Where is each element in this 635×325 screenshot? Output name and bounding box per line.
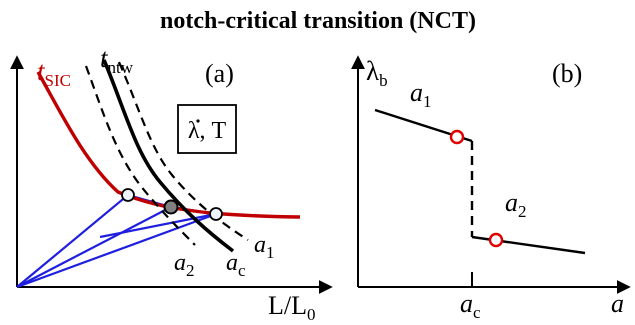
b-ac-tick-label-sub: c (473, 303, 481, 322)
intersection-a1 (209, 207, 223, 221)
b-a2-label-base: a (505, 188, 518, 217)
lambda-b-label-base: λ (366, 56, 379, 86)
svg-text:ac: ac (460, 289, 481, 322)
panel-a: λ, T (a) tSIC tntw a1 a2 ac L/L0 (10, 43, 333, 324)
curve-a2-dashed (84, 65, 196, 246)
a2-label-sub: 2 (186, 261, 195, 280)
a1-label-base: a (254, 232, 266, 258)
figure-title: notch-critical transition (NCT) (160, 8, 476, 34)
svg-text:λb: λb (366, 56, 388, 90)
b-a2-label-sub: 2 (518, 202, 527, 221)
panel-b-tag: (b) (552, 59, 582, 88)
a2-label-base: a (174, 250, 186, 276)
t-ntw-label-sub: ntw (108, 58, 134, 77)
svg-text:tSIC: tSIC (37, 56, 71, 90)
panel-b: (b) λb a1 a2 ac a (351, 55, 631, 322)
lambda-b-label-sub: b (379, 71, 388, 90)
intersection-ac (163, 199, 179, 215)
x-label-a-base: L/L (268, 291, 307, 320)
a1-label-sub: 1 (266, 243, 275, 262)
b-x-label: a (611, 289, 624, 318)
box-rest: , T (199, 118, 226, 144)
box-lambda: λ (188, 118, 200, 144)
marker-a2 (488, 232, 504, 248)
t-sic-label-sub: SIC (45, 71, 71, 90)
condition-box (177, 104, 237, 154)
ray-to-ac-point (16, 206, 172, 288)
ac-label-base: a (226, 250, 238, 276)
ray-to-a2-point (16, 194, 129, 288)
intersection-a2 (121, 188, 135, 202)
t-ntw-label-base: t (100, 43, 109, 73)
b-a1-label-sub: 1 (423, 92, 432, 111)
ac-label-sub: c (238, 261, 246, 280)
t-sic-label-base: t (37, 56, 46, 86)
svg-text:tntw: tntw (100, 43, 134, 77)
x-label-a-sub: 0 (307, 305, 316, 324)
svg-text:λ, T: λ, T (188, 118, 227, 144)
curve-ac-solid (102, 59, 235, 253)
t-sic-curve (36, 71, 301, 219)
box-lambda-dot (196, 119, 200, 123)
lower-ray-a1 (99, 212, 217, 239)
curve-a1-dashed (117, 61, 249, 241)
ray-to-a1-point (16, 212, 217, 289)
marker-a1 (449, 129, 465, 145)
svg-text:a2: a2 (174, 250, 195, 280)
svg-text:a2: a2 (505, 188, 527, 221)
b-ac-tick-label-base: a (460, 289, 473, 318)
svg-text:L/L0: L/L0 (268, 291, 316, 324)
svg-text:a1: a1 (254, 232, 275, 262)
svg-text:ac: ac (226, 250, 246, 280)
svg-text:a1: a1 (410, 78, 432, 111)
b-a1-label-base: a (410, 78, 423, 107)
panel-a-tag: (a) (205, 59, 234, 88)
